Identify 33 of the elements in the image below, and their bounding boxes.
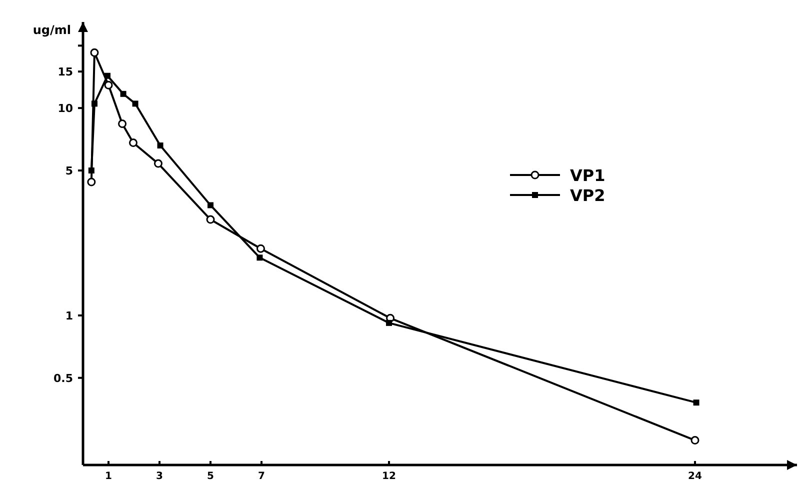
y-tick-label: 5 xyxy=(65,164,73,178)
point xyxy=(132,100,138,107)
point xyxy=(90,48,99,57)
point xyxy=(154,159,162,168)
point xyxy=(256,244,265,253)
legend-label: VP1 xyxy=(570,166,606,185)
point xyxy=(386,320,392,326)
point xyxy=(157,142,164,148)
point xyxy=(256,254,263,261)
x-tick-label: 5 xyxy=(207,471,214,482)
point xyxy=(104,80,113,90)
x-tick-label: 1 xyxy=(105,471,112,482)
y-tick-label: 10 xyxy=(58,102,74,116)
point xyxy=(104,72,110,79)
legend-label: VP2 xyxy=(570,186,606,205)
y-tick-label: 0.5 xyxy=(54,372,73,385)
point xyxy=(208,202,214,208)
point xyxy=(128,138,138,148)
point xyxy=(120,90,126,97)
point xyxy=(693,400,700,406)
x-tick-label: 24 xyxy=(688,471,702,482)
point xyxy=(87,178,96,186)
point xyxy=(118,120,127,128)
x-tick-label: 3 xyxy=(156,471,164,482)
x-tick-label: 7 xyxy=(258,471,266,482)
x-tick-label: 12 xyxy=(382,471,396,482)
point xyxy=(91,100,98,107)
y-axis-title: ug/ml xyxy=(32,23,71,37)
y-tick-label: 1 xyxy=(65,309,73,322)
point xyxy=(690,436,700,445)
point xyxy=(206,215,215,224)
y-tick-label: 15 xyxy=(58,66,73,79)
point xyxy=(88,167,94,174)
